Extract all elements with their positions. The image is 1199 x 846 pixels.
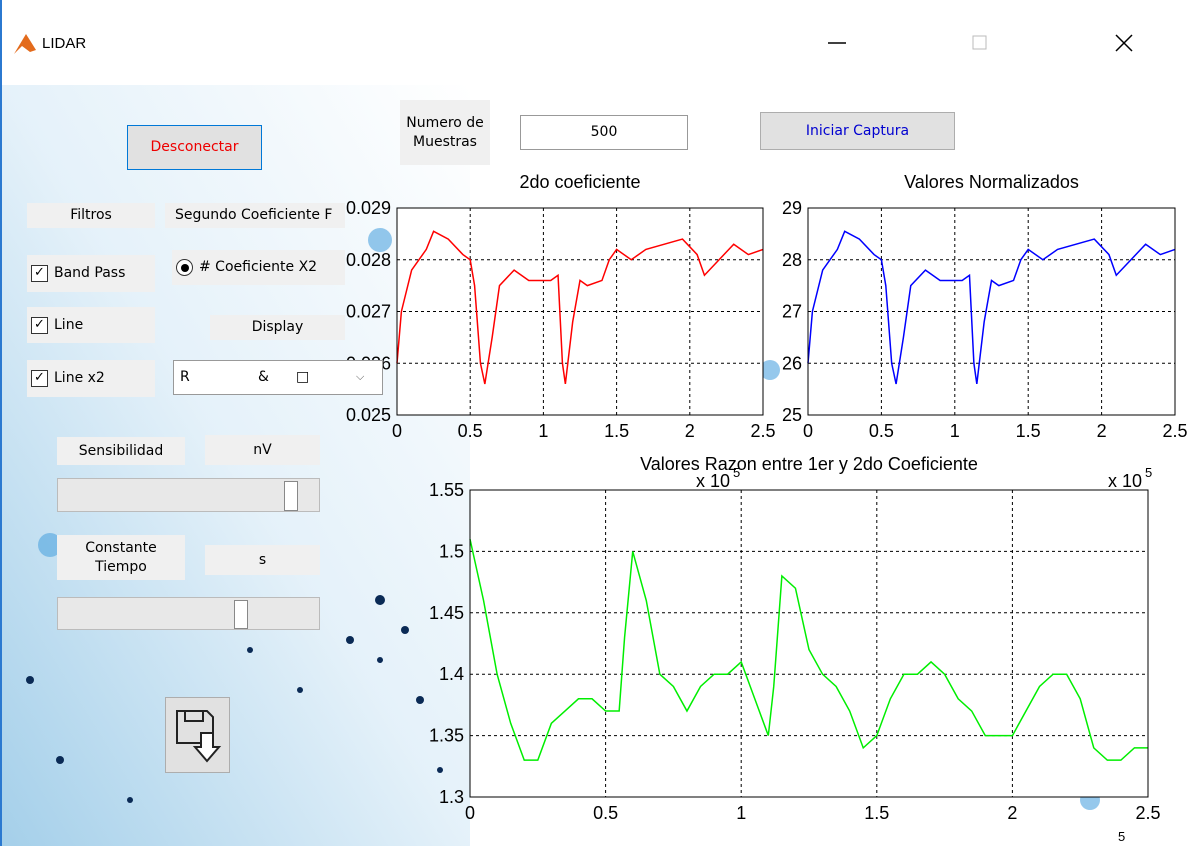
time-constant-slider[interactable] [57, 597, 320, 630]
x-tick-label: 0 [803, 421, 813, 441]
filters-label: Filtros [27, 203, 155, 228]
y-tick-label: 25 [782, 405, 802, 425]
chart-title: Valores Razon entre 1er y 2do Coeficient… [640, 454, 978, 474]
y-tick-label: 27 [782, 302, 802, 322]
label-line: Muestras [413, 133, 477, 151]
radio-dot [181, 264, 189, 272]
sensitivity-unit: nV [205, 435, 320, 465]
radio-label: # Coeficiente X2 [199, 258, 317, 276]
x-tick-label: 1.5 [864, 803, 889, 823]
title-bar [0, 0, 1199, 85]
samples-input[interactable]: 500 [520, 115, 688, 150]
check-mark: ✓ [31, 370, 48, 387]
y-tick-label: 26 [782, 353, 802, 373]
x-tick-label: 0 [392, 421, 402, 441]
y-tick-label: 0.028 [346, 250, 391, 270]
y-tick-label: 1.4 [439, 664, 464, 684]
disconnect-button[interactable]: Desconectar [127, 125, 262, 170]
slider-thumb[interactable] [234, 600, 248, 629]
label-line: Numero de [406, 114, 484, 132]
x-tick-label: 0 [465, 803, 475, 823]
label-line: Constante [85, 539, 157, 557]
x-tick-label: 2.5 [1135, 803, 1160, 823]
radio-button[interactable]: # Coeficiente X2 [172, 250, 345, 285]
x-tick-label: 2 [1097, 421, 1107, 441]
checkbox-label: Line [54, 316, 83, 334]
window-title: LIDAR [42, 35, 86, 52]
sensitivity-slider[interactable] [57, 478, 320, 512]
x-tick-label: 1.5 [1016, 421, 1041, 441]
y-tick-label: 1.35 [429, 726, 464, 746]
display-popup[interactable]: R&□⌵ [173, 360, 383, 395]
save-button[interactable] [165, 697, 230, 773]
x-exponent: 5 [1118, 829, 1125, 844]
y-tick-label: 0.025 [346, 405, 391, 425]
y-tick-label: 1.5 [439, 541, 464, 561]
second-coef-label: Segundo Coeficiente F [165, 203, 345, 228]
sensitivity-label: Sensibilidad [57, 437, 185, 465]
display-label: Display [210, 315, 345, 340]
x-tick-label: 2.5 [750, 421, 775, 441]
label-line: Tiempo [95, 558, 147, 576]
popup-text: R [180, 368, 258, 386]
x-exponent: 5 [1145, 465, 1152, 480]
chart-title: 2do coeficiente [519, 172, 640, 192]
y-tick-label: 28 [782, 250, 802, 270]
capture-button[interactable]: Iniciar Captura [760, 112, 955, 150]
popup-text: □ [296, 368, 356, 386]
y-tick-label: 0.029 [346, 198, 391, 218]
chart-title: Valores Normalizados [904, 172, 1079, 192]
checkbox-label: Band Pass [54, 264, 125, 282]
x-tick-label: 0.5 [458, 421, 483, 441]
checkbox[interactable]: ✓ Band Pass [27, 255, 155, 292]
slider-thumb[interactable] [284, 481, 298, 511]
x-tick-label: 0.5 [593, 803, 618, 823]
background-image [0, 85, 470, 846]
plot-area [470, 490, 1148, 797]
x-tick-label: 2.5 [1162, 421, 1187, 441]
check-mark: ✓ [31, 317, 48, 334]
x-tick-label: 1.5 [604, 421, 629, 441]
checkbox[interactable]: ✓ Line [27, 307, 155, 343]
x-tick-label: 2 [685, 421, 695, 441]
popup-text: & [258, 368, 296, 386]
x-tick-label: 2 [1007, 803, 1017, 823]
y-tick-label: 1.45 [429, 603, 464, 623]
popup-arrow: ⌵ [356, 370, 364, 384]
checkbox[interactable]: ✓ Line x2 [27, 360, 155, 397]
x-tick-label: 1 [736, 803, 746, 823]
checkbox-label: Line x2 [54, 369, 105, 387]
check-mark: ✓ [31, 265, 48, 282]
app-window: LIDAR 00.511.522.50.0250.0260.0270.0280.… [0, 0, 1199, 846]
x-multiplier: x 10 [1108, 471, 1142, 491]
x-tick-label: 1 [538, 421, 548, 441]
time-constant-unit: s [205, 545, 320, 575]
y-tick-label: 1.55 [429, 480, 464, 500]
x-tick-label: 0.5 [869, 421, 894, 441]
y-tick-label: 29 [782, 198, 802, 218]
y-tick-label: 0.027 [346, 302, 391, 322]
radio-mark [176, 259, 193, 276]
x-multiplier: x 10 [696, 471, 730, 491]
x-tick-label: 1 [950, 421, 960, 441]
y-tick-label: 1.3 [439, 787, 464, 807]
save-icon [173, 707, 223, 763]
